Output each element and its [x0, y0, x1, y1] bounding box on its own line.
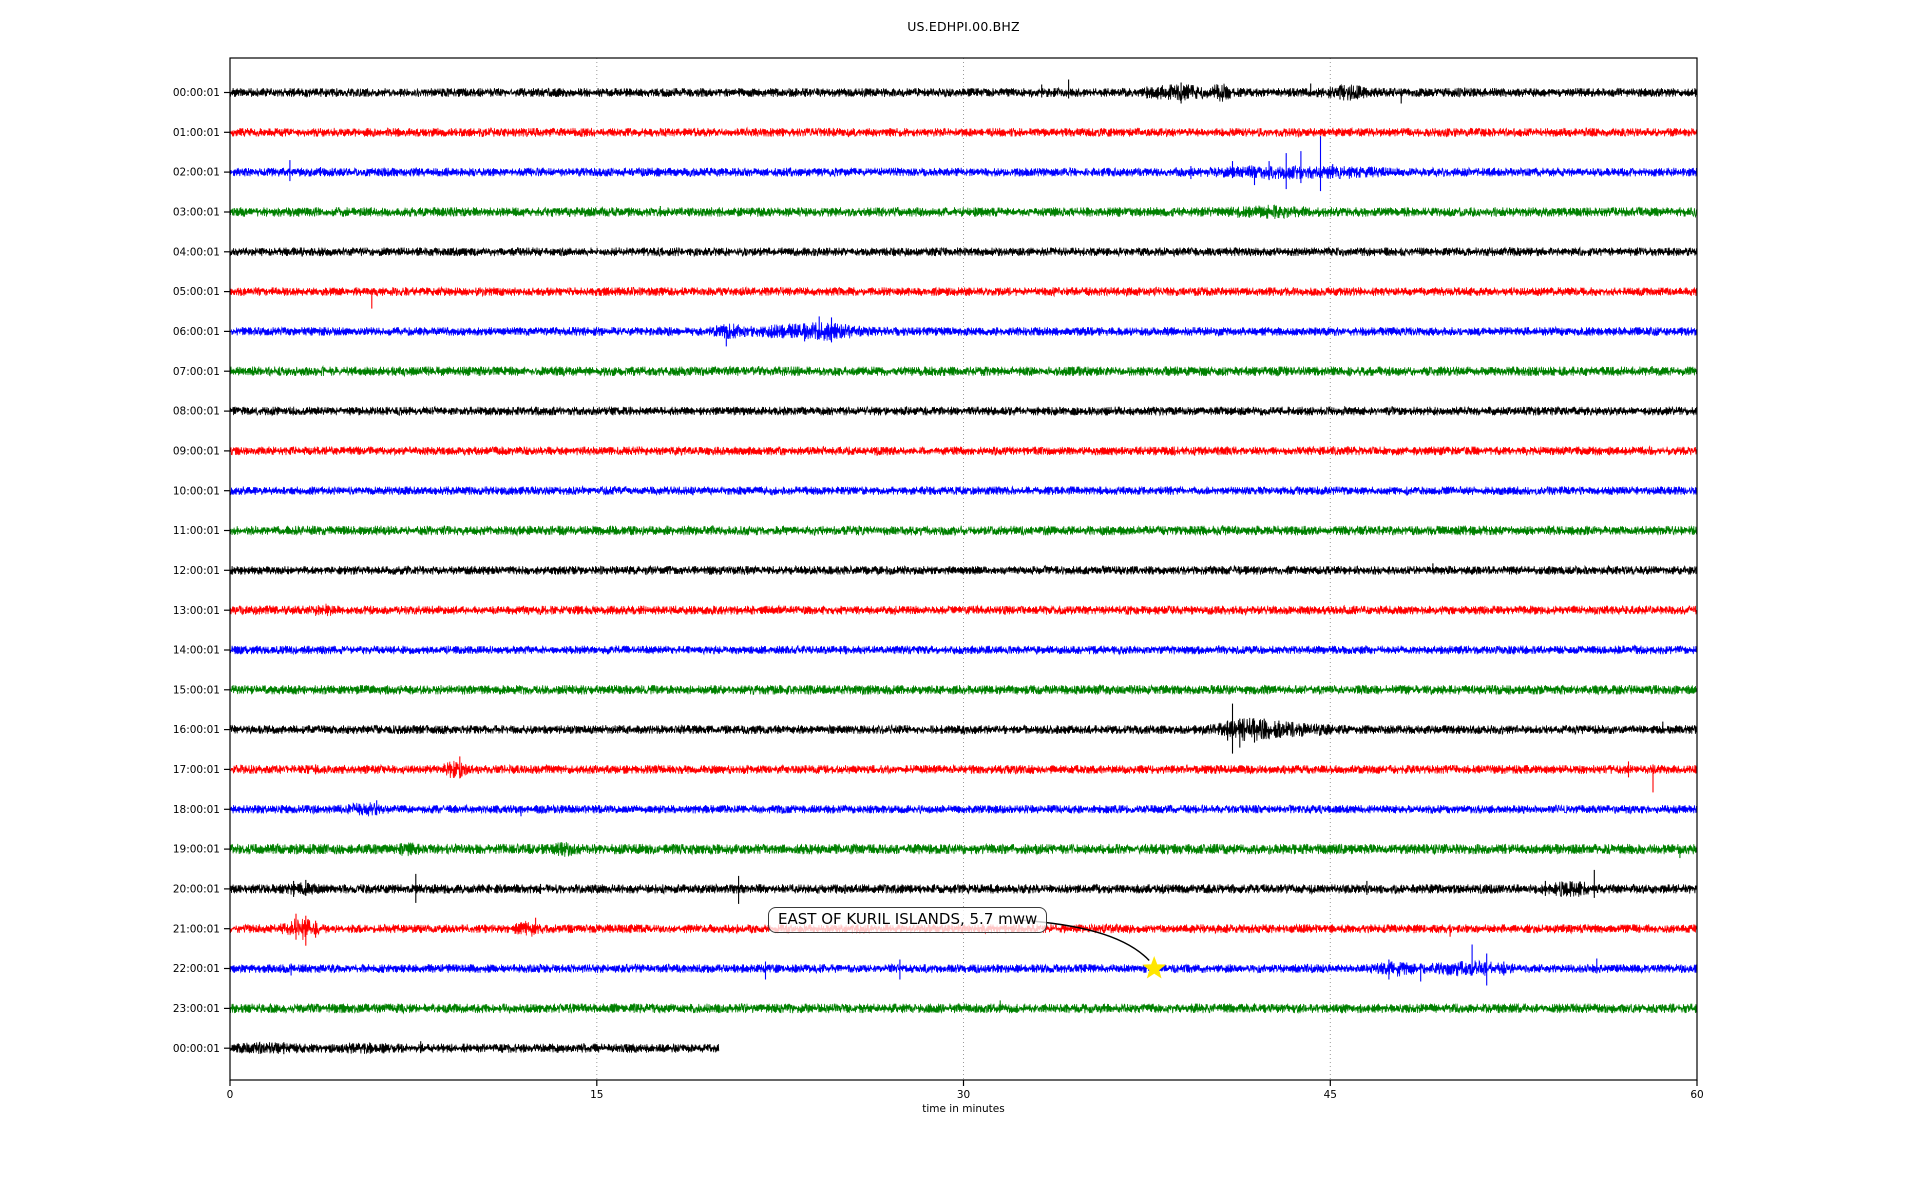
row-label: 16:00:01 [173, 724, 220, 736]
trace-row-6 [229, 322, 1698, 341]
event-annotation-label: EAST OF KURIL ISLANDS, 5.7 mww [778, 910, 1038, 928]
trace-row-17 [229, 760, 1698, 779]
chart-title: US.EDHPI.00.BHZ [907, 19, 1020, 34]
row-label: 19:00:01 [173, 844, 220, 856]
trace-row-14 [229, 644, 1698, 656]
trace-row-16 [229, 717, 1698, 742]
trace-row-10 [229, 485, 1698, 496]
trace-row-9 [229, 445, 1698, 457]
event-star-icon [1142, 956, 1167, 979]
x-tick-label: 15 [590, 1089, 603, 1101]
row-label: 17:00:01 [173, 764, 220, 776]
x-tick-label: 60 [1690, 1089, 1703, 1101]
trace-row-0 [229, 83, 1698, 102]
trace-row-13 [229, 603, 1698, 617]
trace-row-22 [229, 959, 1698, 977]
row-label: 00:00:01 [173, 1043, 220, 1055]
row-label: 21:00:01 [173, 923, 220, 935]
row-label: 15:00:01 [173, 684, 220, 696]
trace-row-18 [229, 802, 1698, 817]
row-label: 08:00:01 [173, 406, 220, 418]
row-label: 06:00:01 [173, 326, 220, 338]
x-tick-label: 0 [227, 1089, 234, 1101]
row-label: 20:00:01 [173, 884, 220, 896]
row-label: 12:00:01 [173, 565, 220, 577]
trace-row-1 [229, 126, 1698, 139]
row-label: 07:00:01 [173, 366, 220, 378]
row-label: 02:00:01 [173, 167, 220, 179]
event-annotation-box: EAST OF KURIL ISLANDS, 5.7 mww [768, 907, 1048, 933]
trace-row-5 [229, 285, 1698, 298]
x-tick-label: 30 [957, 1089, 970, 1101]
row-label: 22:00:01 [173, 963, 220, 975]
trace-row-3 [229, 204, 1698, 220]
row-label: 23:00:01 [173, 1003, 220, 1015]
row-label: 05:00:01 [173, 286, 220, 298]
row-label: 10:00:01 [173, 485, 220, 497]
trace-row-11 [229, 524, 1698, 537]
row-label: 04:00:01 [173, 246, 220, 258]
trace-row-4 [229, 246, 1698, 258]
trace-row-7 [229, 364, 1698, 378]
trace-row-23 [229, 1002, 1698, 1015]
trace-row-8 [229, 405, 1698, 417]
x-axis-label: time in minutes [922, 1103, 1005, 1115]
row-label: 00:00:01 [173, 87, 220, 99]
trace-row-12 [229, 564, 1698, 576]
trace-row-2 [229, 165, 1698, 180]
row-label: 11:00:01 [173, 525, 220, 537]
row-label: 14:00:01 [173, 645, 220, 657]
x-tick-label: 45 [1324, 1089, 1337, 1101]
trace-row-20 [229, 880, 1698, 897]
row-label: 09:00:01 [173, 446, 220, 458]
trace-row-19 [229, 841, 1698, 857]
row-label: 13:00:01 [173, 605, 220, 617]
row-label: 01:00:01 [173, 127, 220, 139]
trace-row-15 [229, 683, 1698, 696]
trace-row-24 [229, 1041, 720, 1055]
row-label: 18:00:01 [173, 804, 220, 816]
row-label: 03:00:01 [173, 207, 220, 219]
